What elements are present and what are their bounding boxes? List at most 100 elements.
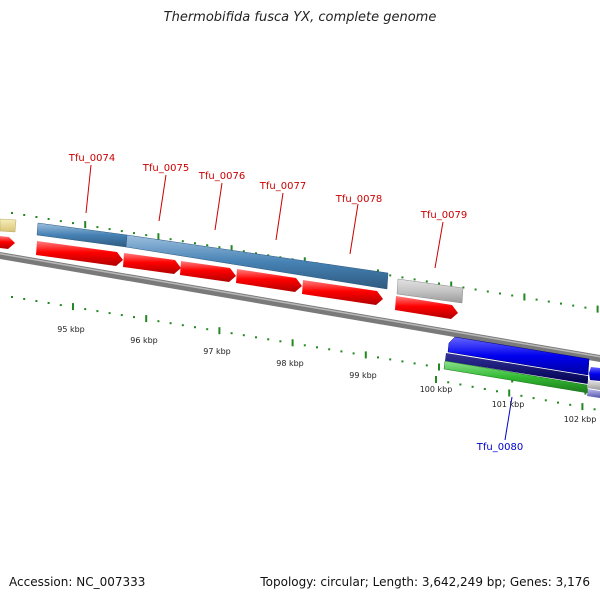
tick-dot xyxy=(425,364,428,367)
tick-major xyxy=(230,245,233,253)
cds-arrow-tfu-0078[interactable] xyxy=(302,280,383,305)
tick-dot xyxy=(499,292,501,295)
cds-arrow-tfu-0076[interactable] xyxy=(180,261,236,282)
gene-feature-lavender-right[interactable] xyxy=(587,389,600,398)
gene-label-tfu-0074[interactable]: Tfu_0074 xyxy=(68,153,115,164)
tick-dot xyxy=(145,234,148,237)
tick-dot xyxy=(230,332,233,335)
gene-label-tfu-0079[interactable]: Tfu_0079 xyxy=(420,210,467,221)
tick-dot xyxy=(194,242,196,245)
tick-dot xyxy=(267,254,270,257)
tick-dot xyxy=(462,286,465,289)
genome-summary: Topology: circular; Length: 3,642,249 bp… xyxy=(260,575,590,589)
tick-dot xyxy=(218,246,221,249)
tick-dot xyxy=(413,362,416,365)
tick-major xyxy=(438,363,440,371)
gene-feature-grey-right[interactable] xyxy=(587,380,600,390)
scale-label-98-kbp: 98 kbp xyxy=(276,359,304,368)
tick-dot xyxy=(206,244,209,247)
gene-label-tfu-0076[interactable]: Tfu_0076 xyxy=(198,171,245,182)
tick-major xyxy=(145,315,148,323)
gene-features xyxy=(0,218,600,398)
tick-dot xyxy=(11,296,13,298)
tick-dot xyxy=(84,308,87,311)
tick-dot xyxy=(255,336,257,339)
tick-dot xyxy=(316,346,318,349)
tick-dot xyxy=(486,290,489,293)
tick-dot xyxy=(593,408,596,411)
tick-dot xyxy=(438,282,440,285)
tick-dot xyxy=(532,397,535,400)
tick-dot xyxy=(401,360,404,363)
tick-dot xyxy=(255,252,257,255)
tick-dot xyxy=(23,214,26,216)
cds-arrow-tfu-0074[interactable] xyxy=(36,241,123,266)
tick-dot xyxy=(242,334,245,337)
cds-arrow-tfu-0079[interactable] xyxy=(395,296,458,319)
tick-dot xyxy=(96,310,99,313)
tick-dot xyxy=(96,226,99,229)
tick-dot xyxy=(459,383,462,386)
tick-major xyxy=(84,221,87,229)
gene-feature-navy[interactable] xyxy=(445,353,588,384)
tick-dot xyxy=(511,294,514,297)
tick-major xyxy=(157,233,160,241)
tick-major xyxy=(508,389,511,397)
tick-dot xyxy=(108,312,111,315)
gene-feature-blue-right[interactable] xyxy=(589,367,600,381)
scale-label-99-kbp: 99 kbp xyxy=(349,371,377,380)
tick-major xyxy=(72,303,74,311)
tick-dot xyxy=(169,322,172,325)
gene-feature-tfu-0079[interactable] xyxy=(396,278,464,304)
tick-dot xyxy=(557,401,559,404)
gene-label-tfu-0080[interactable]: Tfu_0080 xyxy=(476,442,523,453)
tick-dot xyxy=(328,348,331,351)
tick-dot xyxy=(120,230,123,233)
tick-dot xyxy=(496,390,498,393)
tick-major xyxy=(435,376,437,383)
scale-label-102-kbp: 102 kbp xyxy=(564,415,597,424)
tick-dot xyxy=(389,358,392,361)
genome-backbone-highlight xyxy=(0,253,600,358)
tick-dot xyxy=(401,276,404,279)
tick-dot xyxy=(169,238,172,241)
tick-dot xyxy=(340,350,343,353)
tick-dot xyxy=(483,388,486,390)
gene-label-tfu-0075[interactable]: Tfu_0075 xyxy=(142,163,189,174)
accession-label: Accession: NC_007333 xyxy=(9,575,146,589)
scale-label-96-kbp: 96 kbp xyxy=(130,336,158,345)
tick-dot xyxy=(547,300,550,303)
tick-major xyxy=(450,281,453,289)
tick-dot xyxy=(544,399,547,402)
tick-dot xyxy=(535,298,538,301)
tick-major xyxy=(523,293,526,301)
tick-dot xyxy=(108,228,111,231)
tick-dot xyxy=(120,314,123,317)
gene-feature-tfu-0075-0078[interactable] xyxy=(125,234,389,290)
tick-dot xyxy=(206,328,209,331)
cds-arrow-left-edge[interactable] xyxy=(0,236,15,249)
gene-feature-khaki[interactable] xyxy=(0,218,17,233)
cds-arrow-tfu-0075[interactable] xyxy=(123,253,181,274)
tick-dot xyxy=(47,218,50,220)
scale-label-95-kbp: 95 kbp xyxy=(57,325,85,334)
gene-label-tfu-0077[interactable]: Tfu_0077 xyxy=(259,181,306,192)
gene-feature-tfu-0080[interactable] xyxy=(447,336,590,376)
cds-arrow-tfu-0077[interactable] xyxy=(236,269,302,292)
scale-label-100-kbp: 100 kbp xyxy=(420,385,453,394)
tick-dot xyxy=(279,340,282,343)
tick-major xyxy=(596,305,599,313)
gene-label-tfu-0078[interactable]: Tfu_0078 xyxy=(335,194,382,205)
tick-dot xyxy=(560,302,562,305)
tick-dot xyxy=(303,344,306,347)
tick-dot xyxy=(59,304,62,307)
tick-dot xyxy=(194,326,196,329)
tick-dot xyxy=(35,300,38,302)
tick-dot xyxy=(447,381,450,384)
tick-dot xyxy=(47,302,50,304)
map-title: Thermobifida fusca YX, complete genome xyxy=(163,10,437,25)
tick-dot xyxy=(267,338,270,341)
tick-major xyxy=(218,327,221,335)
tick-major xyxy=(581,403,584,411)
